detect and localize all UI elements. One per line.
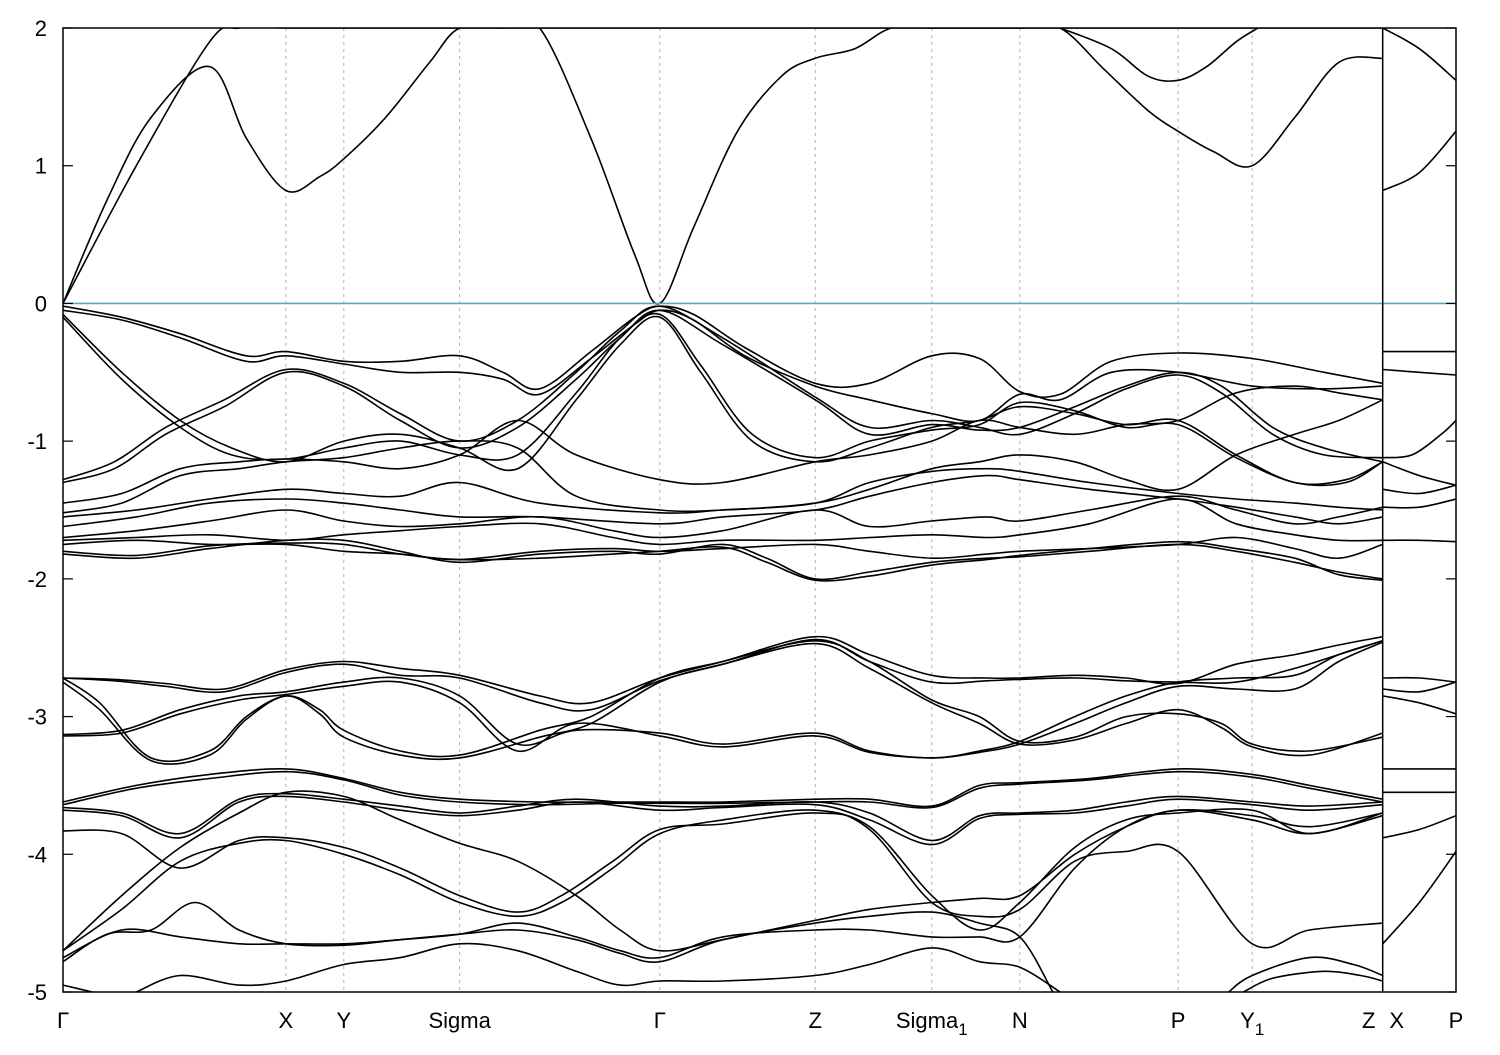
y-tick-label: -3 <box>27 705 47 730</box>
band-13 <box>63 467 1383 518</box>
band-48 <box>1382 695 1456 715</box>
band-28 <box>63 792 1383 842</box>
band-6 <box>63 309 1383 423</box>
band-14 <box>63 474 1383 528</box>
band-16 <box>63 498 1383 546</box>
band-15 <box>63 495 1383 539</box>
band-36 <box>63 984 93 992</box>
y-tick-label: 2 <box>35 16 47 41</box>
band-26 <box>63 768 1383 808</box>
band-41 <box>1382 419 1456 459</box>
band-23 <box>63 642 1383 765</box>
band-40 <box>1382 368 1456 376</box>
y-tick-label: 0 <box>35 291 47 316</box>
band-30 <box>63 808 1383 931</box>
band-11 <box>63 385 1383 504</box>
x-tick-label-7: N <box>1012 1008 1028 1033</box>
x-axis-ticks: Γ X Y Sigma Γ Z Sigma1 N P Y1 Z X P <box>57 1008 1463 1039</box>
x-tick-label-1: X <box>279 1008 294 1033</box>
x-tick-label-8: P <box>1171 1008 1186 1033</box>
y-tick-label: -4 <box>27 842 47 867</box>
y-tick-label: -5 <box>27 980 47 1005</box>
band-25 <box>63 641 1384 759</box>
band-0 <box>63 28 1383 304</box>
band-20 <box>63 635 1383 705</box>
x-tick-label-10: Z <box>1362 1008 1375 1033</box>
band-52 <box>1382 851 1456 945</box>
band-47 <box>1382 681 1456 693</box>
band-1 <box>63 28 1383 305</box>
band-21 <box>63 638 1383 712</box>
band-27 <box>63 770 1383 809</box>
x-tick-label-2: Y <box>336 1008 351 1033</box>
y-tick-label: -1 <box>27 429 47 454</box>
y-tick-label: 1 <box>35 154 47 179</box>
band-44 <box>1382 498 1456 509</box>
band-42 <box>1382 461 1456 486</box>
band-32 <box>63 790 1383 952</box>
x-tick-label-4: Γ <box>654 1008 666 1033</box>
x-tick-label-3: Sigma <box>428 1008 491 1033</box>
band-43 <box>1382 484 1456 495</box>
band-2 <box>1059 28 1259 82</box>
band-lines <box>63 28 1456 992</box>
band-31 <box>63 809 1383 952</box>
band-51 <box>1382 814 1456 839</box>
band-34 <box>63 901 1054 992</box>
band-5 <box>63 305 1383 399</box>
band-19 <box>63 540 1383 582</box>
band-24 <box>63 640 1383 759</box>
y-axis-ticks: 2 1 0 -1 -2 -3 -4 -5 <box>27 16 1456 1005</box>
band-10 <box>63 305 1383 481</box>
band-18 <box>63 538 1383 581</box>
band-4 <box>1382 28 1456 81</box>
plot-frame <box>62 27 1457 993</box>
high-symmetry-lines <box>285 28 1384 992</box>
band-35 <box>135 942 1061 992</box>
x-tick-label-12: P <box>1449 1008 1464 1033</box>
x-tick-subscript: 1 <box>958 1020 967 1039</box>
x-tick-label-9: Y1 <box>1240 1008 1264 1039</box>
x-tick-label-6: Sigma1 <box>896 1008 968 1039</box>
x-tick-label-11: X <box>1389 1008 1404 1033</box>
band-38 <box>1243 970 1383 992</box>
x-tick-label-0: Γ <box>57 1008 69 1033</box>
x-tick-label-5: Z <box>808 1008 821 1033</box>
band-3 <box>1382 130 1456 192</box>
y-tick-label: -2 <box>27 567 47 592</box>
band-46 <box>1382 676 1456 683</box>
band-9 <box>63 309 1383 484</box>
band-45 <box>1382 539 1456 543</box>
x-tick-subscript: 1 <box>1255 1020 1264 1039</box>
band-22 <box>63 640 1383 762</box>
band-37 <box>1228 956 1383 992</box>
band-29 <box>63 795 1383 846</box>
band-33 <box>63 809 1383 959</box>
